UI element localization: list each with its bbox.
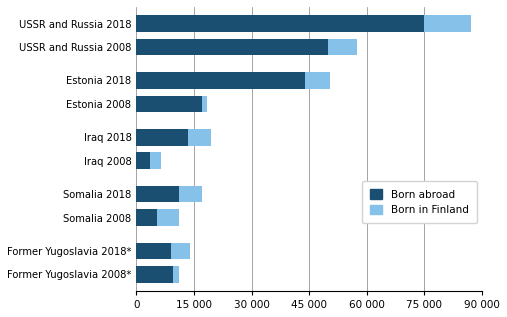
Bar [136, 95, 202, 112]
Bar [178, 186, 202, 203]
Bar [305, 72, 331, 89]
Bar [136, 209, 158, 226]
Bar [136, 243, 171, 259]
Bar [136, 152, 150, 169]
Bar [424, 15, 470, 32]
Bar [173, 266, 178, 283]
Legend: Born abroad, Born in Finland: Born abroad, Born in Finland [361, 181, 477, 223]
Bar [150, 152, 161, 169]
Bar [136, 39, 329, 55]
Bar [136, 266, 173, 283]
Bar [136, 186, 178, 203]
Bar [171, 243, 190, 259]
Bar [136, 129, 188, 146]
Bar [136, 72, 305, 89]
Bar [202, 95, 207, 112]
Bar [188, 129, 211, 146]
Bar [329, 39, 357, 55]
Bar [136, 15, 424, 32]
Bar [158, 209, 178, 226]
